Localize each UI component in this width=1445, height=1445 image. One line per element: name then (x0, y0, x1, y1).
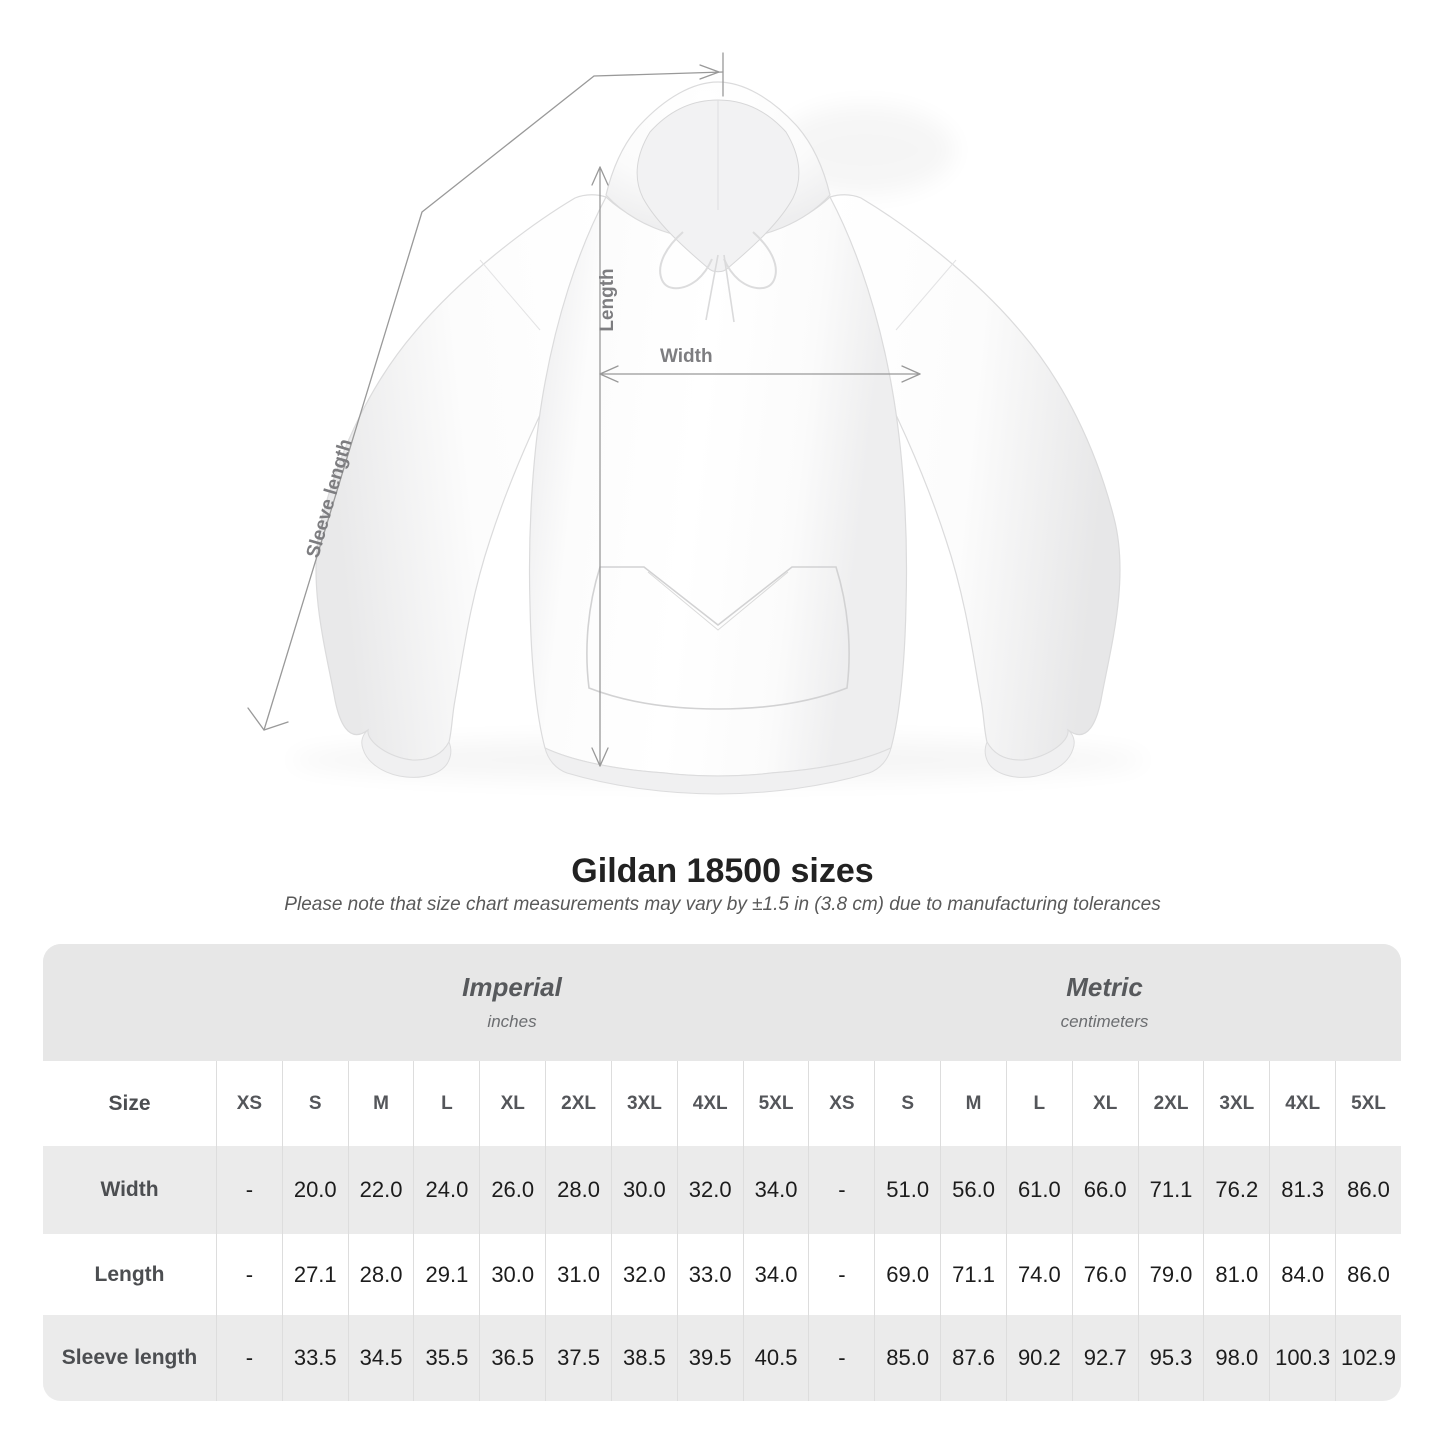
svg-text:Width: Width (660, 346, 713, 367)
svg-text:Length: Length (597, 268, 618, 331)
